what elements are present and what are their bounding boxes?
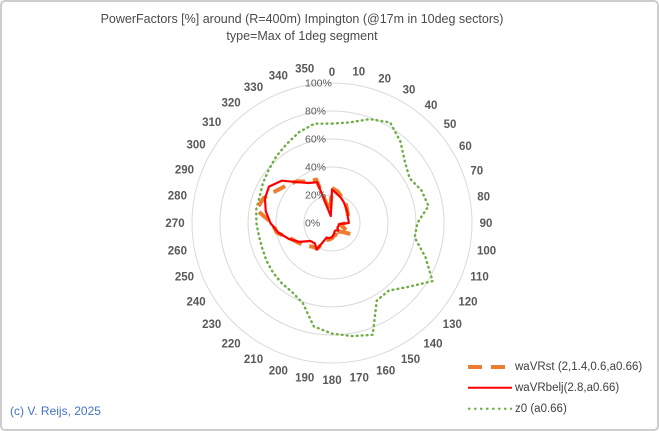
angle-label-110: 110 — [470, 272, 489, 284]
angle-label-240: 240 — [186, 297, 205, 309]
angle-label-250: 250 — [175, 272, 194, 284]
angle-label-50: 50 — [444, 119, 457, 131]
grid-ring — [275, 166, 389, 280]
copyright-note: (c) V. Reijs, 2025 — [10, 404, 101, 418]
angle-label-320: 320 — [221, 98, 240, 110]
orange-dashed-line-icon — [468, 364, 512, 370]
radial-label-20%: 20% — [305, 190, 326, 202]
angle-label-40: 40 — [425, 100, 438, 112]
angle-label-210: 210 — [244, 354, 263, 366]
legend-label: z0 (a0.66) — [515, 402, 567, 415]
angle-label-70: 70 — [470, 165, 483, 177]
angle-label-340: 340 — [269, 70, 288, 82]
angle-label-30: 30 — [403, 85, 416, 97]
angle-label-100: 100 — [477, 245, 496, 257]
angle-label-290: 290 — [175, 164, 194, 176]
angle-label-120: 120 — [458, 297, 477, 309]
angle-label-200: 200 — [269, 366, 288, 378]
angle-label-180: 180 — [322, 375, 341, 387]
radial-label-40%: 40% — [305, 162, 326, 174]
angle-label-140: 140 — [423, 338, 442, 350]
angle-label-130: 130 — [443, 319, 462, 331]
legend-item-wavrst[interactable]: waVRst (2,1.4,0.6,a0.66) — [468, 356, 642, 377]
angle-label-190: 190 — [295, 373, 314, 385]
angle-label-10: 10 — [352, 66, 365, 78]
angle-label-170: 170 — [350, 373, 369, 385]
angle-label-80: 80 — [477, 191, 490, 203]
grid-ring — [219, 110, 445, 336]
angle-label-0: 0 — [329, 67, 335, 79]
angle-label-220: 220 — [221, 338, 240, 350]
legend-label: waVRbelj(2.8,a0.66) — [515, 381, 620, 394]
red-solid-line-icon — [468, 385, 512, 391]
angle-label-280: 280 — [168, 191, 187, 203]
series-dashed-line[interactable] — [254, 177, 354, 251]
radial-label-0%: 0% — [305, 218, 320, 230]
angle-label-150: 150 — [401, 354, 420, 366]
chart-title-line2: type=Max of 1deg segment — [226, 29, 378, 43]
angle-label-230: 230 — [202, 319, 221, 331]
angle-label-310: 310 — [202, 117, 221, 129]
green-dotted-line-icon — [468, 406, 512, 412]
angle-label-330: 330 — [244, 82, 263, 94]
legend-label: waVRst (2,1.4,0.6,a0.66) — [515, 360, 643, 373]
angle-label-350: 350 — [295, 63, 314, 75]
grid-ring — [191, 82, 473, 364]
series-solid-line[interactable] — [263, 179, 350, 251]
angle-label-90: 90 — [480, 218, 493, 230]
angle-label-260: 260 — [168, 245, 187, 257]
angle-label-20: 20 — [378, 73, 391, 85]
angle-label-160: 160 — [376, 366, 395, 378]
legend-item-wavrbelj[interactable]: waVRbelj(2.8,a0.66) — [468, 377, 642, 398]
angle-label-300: 300 — [186, 140, 205, 152]
chart-legend: waVRst (2,1.4,0.6,a0.66) waVRbelj(2.8,a0… — [468, 356, 642, 419]
angle-label-270: 270 — [165, 218, 184, 230]
chart-title-line1: PowerFactors [%] around (R=400m) Impingt… — [100, 12, 504, 26]
grid-ring — [247, 138, 417, 308]
radial-label-80%: 80% — [305, 106, 326, 118]
chart-title: PowerFactors [%] around (R=400m) Impingt… — [2, 11, 602, 45]
radial-label-100%: 100% — [305, 78, 332, 90]
series-dotted-line[interactable] — [255, 117, 434, 338]
angle-label-60: 60 — [459, 141, 472, 153]
radial-label-60%: 60% — [305, 134, 326, 146]
legend-item-z0[interactable]: z0 (a0.66) — [468, 398, 642, 419]
